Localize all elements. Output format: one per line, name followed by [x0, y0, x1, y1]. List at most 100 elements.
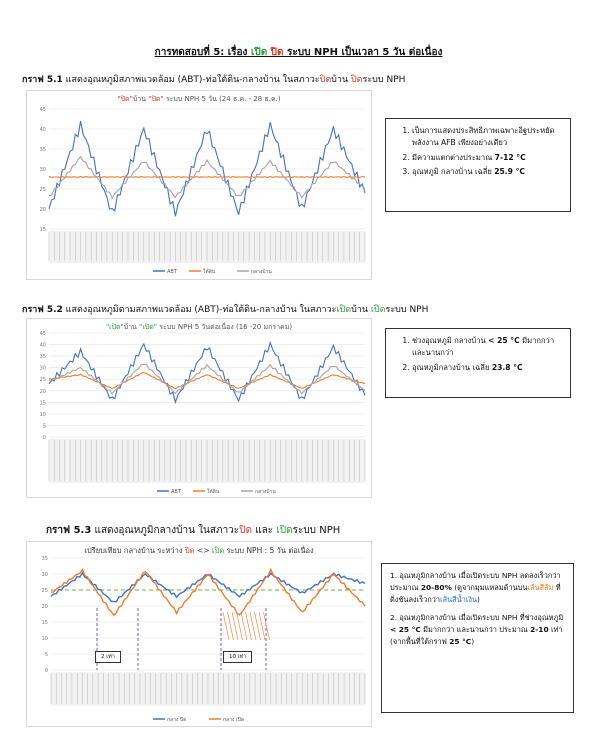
- chart-title-close: ปิด: [184, 546, 195, 555]
- series-line-2: [48, 176, 366, 178]
- note-text: มีมากกว่า และนานกว่า: [412, 336, 555, 357]
- caption-text: แสดงอุณหภูมิสภาพแวดล้อม (ABT)-ท่อใต้ดิน-…: [62, 75, 320, 85]
- y-tick-label: 15: [40, 227, 46, 233]
- y-tick-label: 35: [42, 556, 48, 562]
- chart-title: "เปิด"บ้าน "เปิด" ระบบ NPH 5 วันต่อเนื่อ…: [27, 322, 371, 333]
- legend-label: กลาง เปิด: [223, 716, 244, 723]
- y-tick-label: 20: [42, 604, 48, 610]
- y-tick-label: 20: [40, 389, 46, 395]
- caption-text: ระบบ NPH: [362, 75, 406, 85]
- graph-5-3-caption: กราฟ 5.3 แสดงอุณหภูมิกลางบ้าน ในสภาวะปิด…: [46, 523, 340, 538]
- note-value: 20-80%: [420, 583, 452, 593]
- caption-text: และ: [252, 525, 277, 536]
- series-line-3: [48, 155, 366, 200]
- page-heading: การทดสอบที่ 5: เรื่อง เปิด ปิด ระบบ NPH …: [0, 45, 597, 60]
- caption-text: บ้าน: [351, 305, 371, 315]
- graph-label: กราฟ 5.1: [22, 75, 63, 85]
- hatch-line: [231, 611, 239, 641]
- y-tick-label: 0: [43, 435, 46, 441]
- note-paragraph-1: 1. อุณหภูมิกลางบ้าน เมื่อเปิดระบบ NPH ลด…: [390, 570, 565, 607]
- note-value: 25 °C: [449, 637, 472, 647]
- graph-label: กราฟ 5.3: [46, 525, 92, 536]
- chart-title-text: ระบบ NPH 5 วันต่อเนื่อง (16 -20 มกราคม): [156, 323, 293, 331]
- legend-label: ABT: [171, 489, 182, 495]
- note-value: 7-12 °C: [494, 152, 526, 162]
- y-tick-label: 40: [40, 127, 46, 133]
- y-tick-label: 45: [40, 331, 46, 337]
- note-text: อุณหภูมิ กลางบ้าน เฉลี่ย: [412, 167, 495, 177]
- note-text: 2. อุณหภูมิกลางบ้าน เมื่อเปิดระบบ NPH ที…: [390, 612, 564, 622]
- chart-title-open: "เปิด": [139, 323, 157, 331]
- legend-label: กลางบ้าน: [251, 268, 272, 275]
- chart-title-close: "ปิด": [148, 95, 164, 103]
- note-text: ): [471, 637, 475, 647]
- y-tick-label: 5: [45, 652, 48, 658]
- legend-label: ใต้ดิน: [207, 488, 220, 495]
- y-tick-label: 30: [42, 572, 48, 578]
- chart-5-1-plot: 15 20 25 30 35 40 45 ABT ใต้ดิน กลางบ้าน: [40, 107, 366, 275]
- note-box-3: 1. อุณหภูมิกลางบ้าน เมื่อเปิดระบบ NPH ลด…: [381, 563, 574, 713]
- caption-text: ระบบ NPH: [385, 305, 429, 315]
- series-line-1: [48, 340, 366, 405]
- y-tick-label: 40: [40, 343, 46, 349]
- note-text: มีมากกว่า และนานกว่า ประมาณ: [420, 624, 531, 634]
- chart-title-open: "เปิด": [105, 323, 124, 331]
- chart-title-text: ระบบ NPH 5 วัน (24 ธ.ค. - 28 ธ.ค.): [163, 95, 281, 103]
- heading-suffix: ระบบ NPH เป็นเวลา 5 วัน ต่อเนื่อง: [283, 47, 443, 58]
- y-tick-label: 25: [40, 377, 46, 383]
- chart-title-text: ระบบ NPH : 5 วัน ต่อเนื่อง: [224, 546, 314, 555]
- y-tick-label: 35: [40, 147, 46, 153]
- y-tick-label: 25: [40, 187, 46, 193]
- note-text: ช่วงอุณหภูมิ กลางบ้าน: [412, 336, 489, 345]
- chart-5-1: "ปิด"บ้าน "ปิด" ระบบ NPH 5 วัน (24 ธ.ค. …: [26, 90, 372, 280]
- note-text: ): [477, 595, 480, 605]
- y-tick-label: 10: [40, 412, 46, 418]
- note-item: เป็นการแสดงประสิทธิภาพเฉพาะอิฐประหยัดพลั…: [412, 125, 562, 149]
- chart-title: เปรียบเทียบ กลางบ้าน ระหว่าง ปิด <> เปิด…: [27, 545, 371, 557]
- caption-text: แสดงอุณหภูมิกลางบ้าน ในสภาวะ: [91, 525, 240, 536]
- y-tick-label: 30: [40, 366, 46, 372]
- y-tick-label: 10: [42, 636, 48, 642]
- note-text: (ดูจากมุมแหลมด้านบน: [451, 583, 528, 593]
- heading-open-word: เปิด: [250, 47, 268, 58]
- note-value: < 25 °C: [390, 624, 421, 634]
- legend-label: กลางบ้าน: [255, 488, 276, 495]
- caption-open-word: เปิด: [276, 525, 293, 536]
- series-line-1: [50, 571, 366, 603]
- legend-label: ใต้ดิน: [203, 268, 216, 275]
- legend-label: ABT: [167, 269, 178, 275]
- note-box-2: ช่วงอุณหภูมิ กลางบ้าน < 25 °C มีมากกว่า …: [385, 328, 571, 398]
- note-text: 1. อุณหภูมิกลางบ้าน เมื่อเปิดระบบ NPH ลด…: [390, 571, 561, 593]
- note-text: เท่า (จากพื้นที่ใต้กราฟ: [390, 624, 563, 647]
- note-text: อุณหภูมิกลางบ้าน เฉลี่ย: [412, 362, 492, 372]
- y-tick-label: 45: [40, 107, 46, 113]
- caption-open-word: เปิด: [336, 305, 352, 315]
- note-text: เป็นการแสดงประสิทธิภาพเฉพาะอิฐประหยัดพลั…: [412, 126, 555, 147]
- note-paragraph-2: 2. อุณหภูมิกลางบ้าน เมื่อเปิดระบบ NPH ที…: [390, 612, 565, 649]
- hatch-line: [263, 611, 270, 641]
- note-text: ที่ดิ่งชันลงเร็วกว่า: [390, 583, 561, 605]
- note-item: อุณหภูมิ กลางบ้าน เฉลี่ย 25.9 °C: [412, 166, 562, 178]
- graph-5-2-caption: กราฟ 5.2 แสดงอุณหภูมิตามสภาพแวดล้อม (ABT…: [22, 302, 428, 316]
- hatch-line: [254, 611, 261, 641]
- chart-5-3: เปรียบเทียบ กลางบ้าน ระหว่าง ปิด <> เปิด…: [26, 541, 372, 727]
- chart-5-2: "เปิด"บ้าน "เปิด" ระบบ NPH 5 วันต่อเนื่อ…: [26, 318, 372, 498]
- note-blue-text: เส้นสีน้ำเงิน: [440, 595, 478, 605]
- caption-text: แสดงอุณหภูมิตามสภาพแวดล้อม (ABT)-ท่อใต้ด…: [62, 305, 337, 315]
- y-tick-label: 30: [40, 167, 46, 173]
- caption-close-word: ปิด: [319, 75, 332, 85]
- legend-label: กลาง ปิด: [167, 716, 186, 723]
- caption-text: ระบบ NPH: [292, 525, 341, 536]
- graph-5-1-caption: กราฟ 5.1 แสดงอุณหภูมิสภาพแวดล้อม (ABT)-ท…: [22, 72, 405, 86]
- hatch-line: [258, 611, 266, 641]
- note-value: 23.8 °C: [491, 362, 523, 372]
- note-value: 2-10: [530, 624, 549, 634]
- ratio-box-10x: 10 เท่า: [223, 651, 253, 663]
- series-line-2: [50, 567, 366, 617]
- chart-title-text: <>: [194, 546, 212, 555]
- y-tick-label: 0: [45, 668, 48, 674]
- chart-title-text: บ้าน: [132, 95, 149, 103]
- series-line-3: [48, 363, 366, 395]
- chart-5-3-plot: 0 5 10 15 20 25 30 35 กลาง ปิด กลาง เปิด: [42, 556, 366, 723]
- caption-close-word: ปิด: [350, 75, 363, 85]
